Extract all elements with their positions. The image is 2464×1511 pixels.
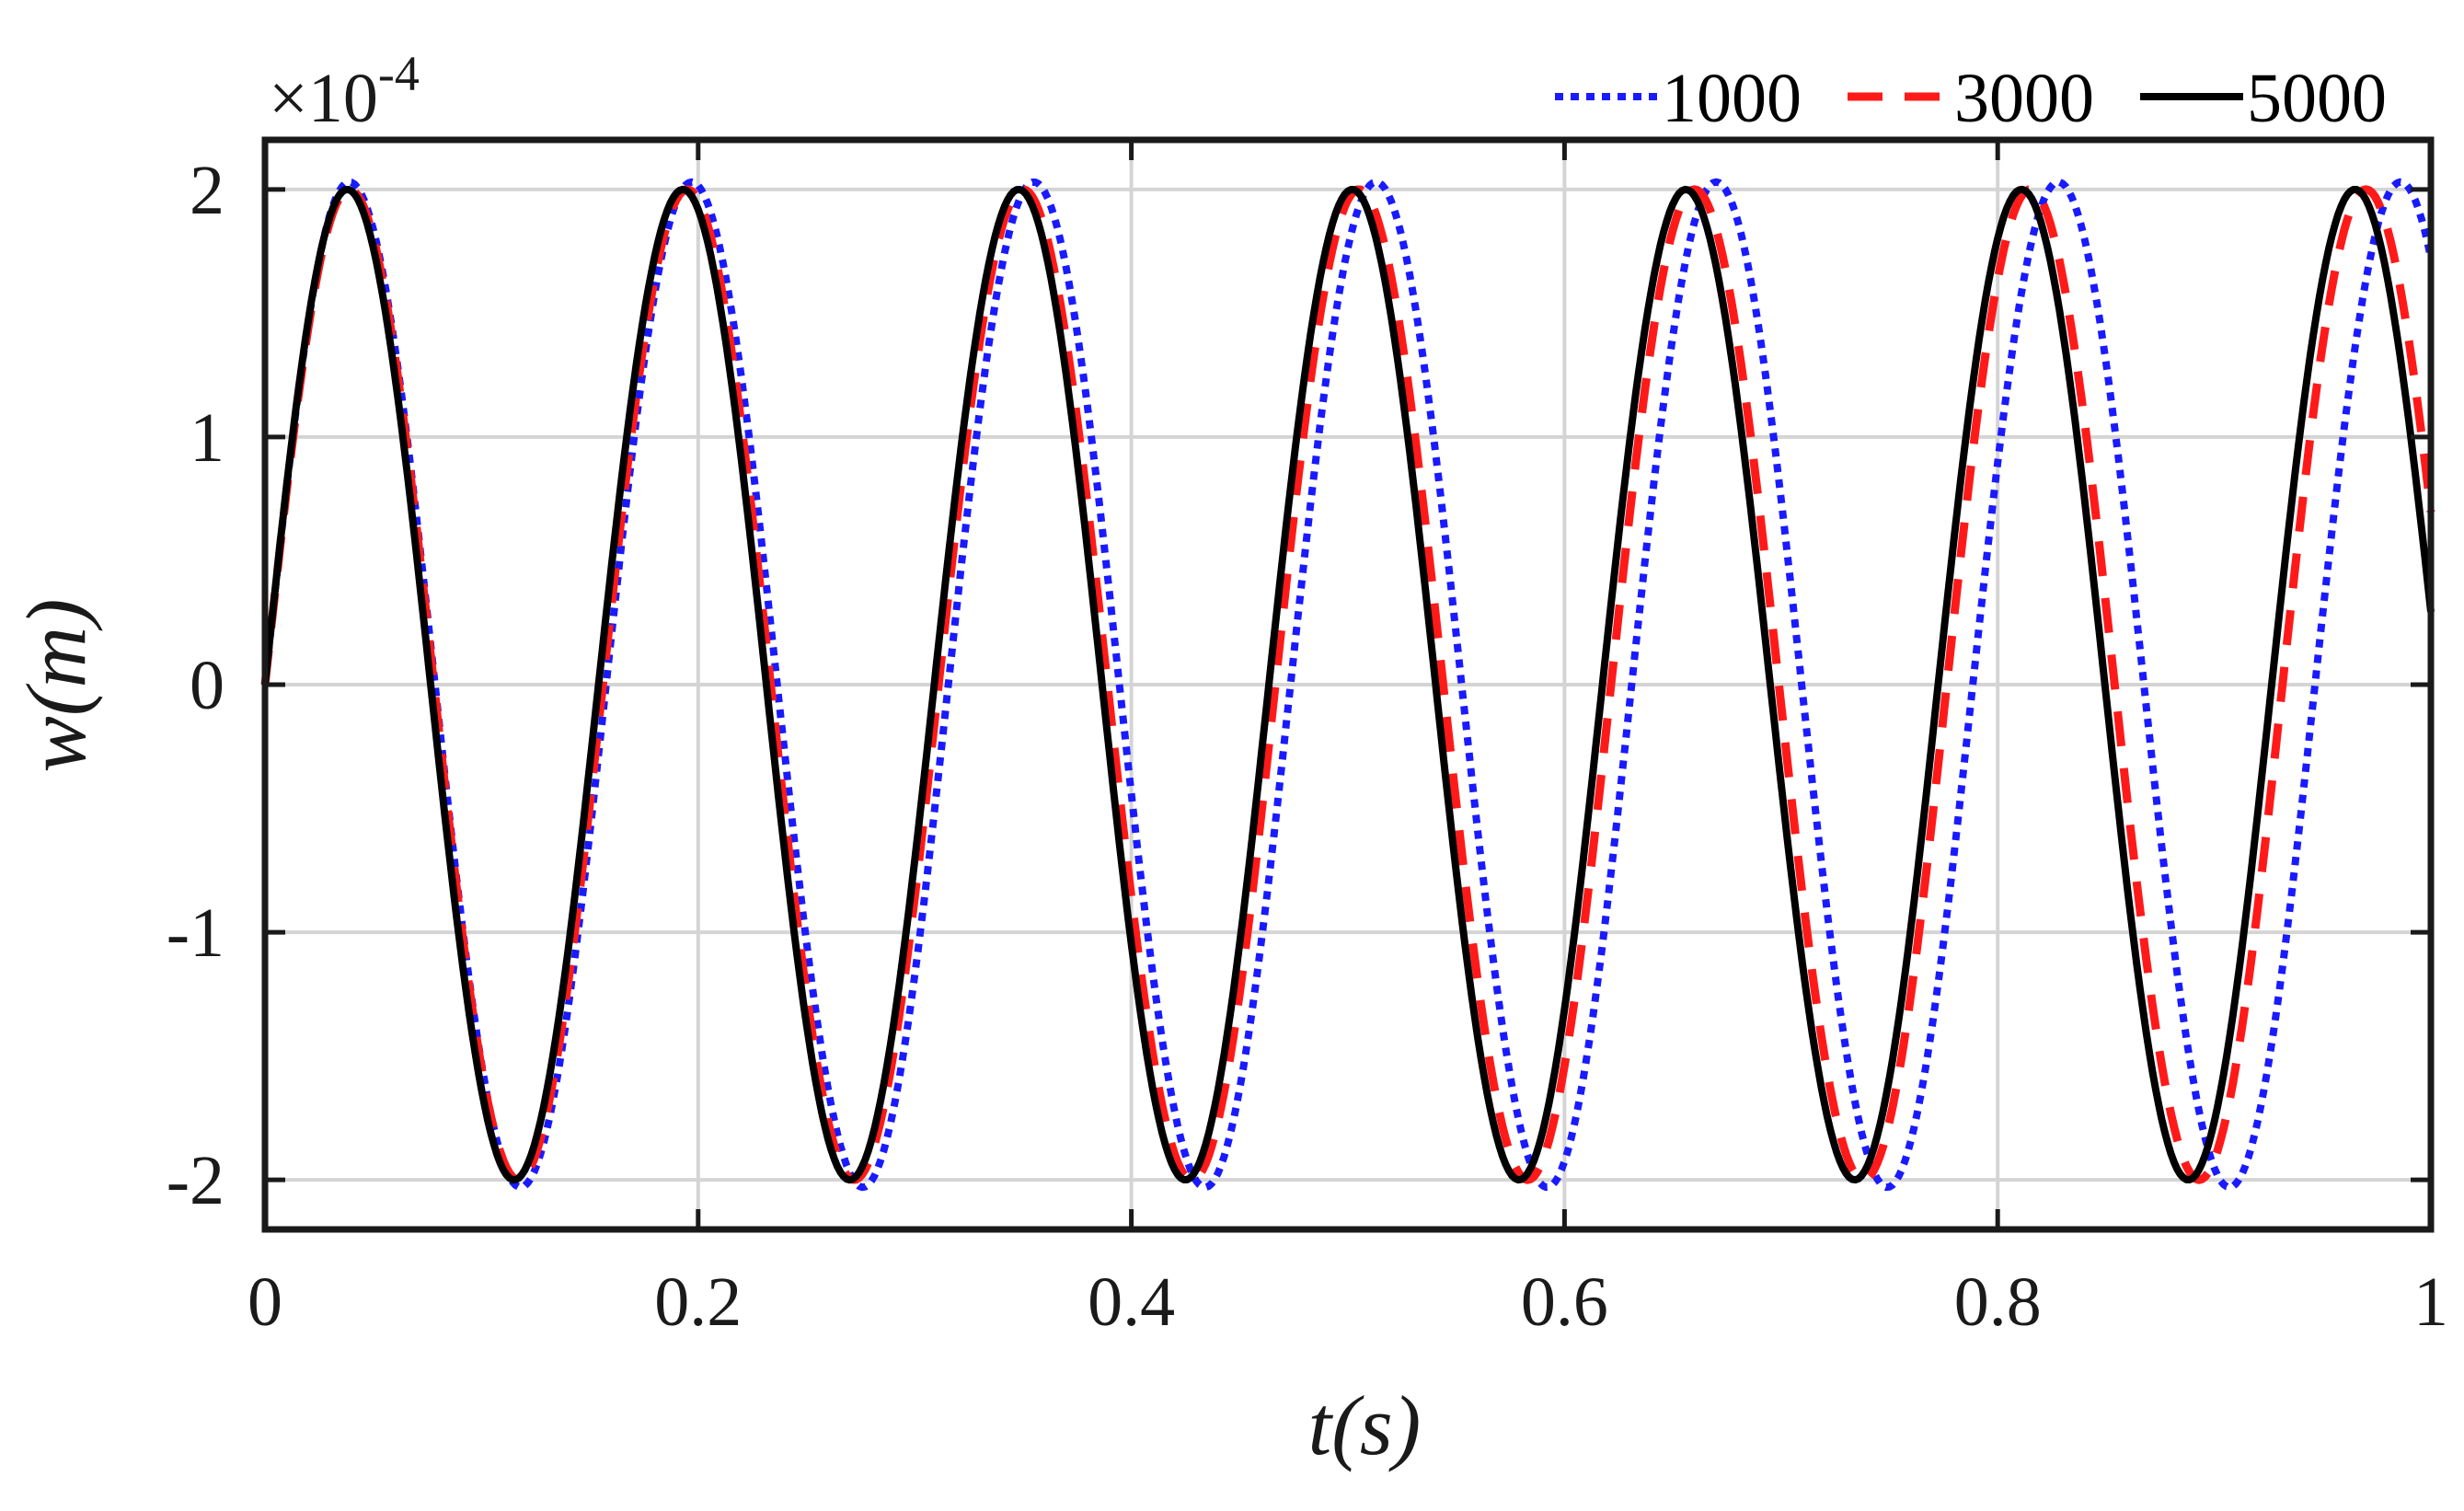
multiplier-exponent: -4 (378, 46, 420, 101)
legend: 1000 3000 5000 (1555, 60, 2387, 137)
y-axis-label: w(m) (9, 598, 103, 772)
x-tick-label: 1 (2413, 1263, 2448, 1341)
series-line-5000 (261, 185, 2435, 1184)
grid (265, 140, 2431, 1229)
y-tick-label: 0 (190, 647, 225, 724)
y-tick-label: -1 (167, 894, 225, 972)
x-tick-label: 0.8 (1954, 1263, 2042, 1341)
x-axis-label: t(s) (1308, 1378, 1422, 1472)
legend-label-3000: 3000 (1954, 60, 2094, 137)
x-tick-label: 0.6 (1521, 1263, 1608, 1341)
tick-labels: 0 0.2 0.4 0.6 0.8 1 2 1 0 -1 -2 (167, 152, 2448, 1341)
x-tick-label: 0 (248, 1263, 282, 1341)
x-tick-label: 0.4 (1088, 1263, 1175, 1341)
series-line-1000 (261, 178, 2435, 1192)
y-axis-multiplier: ×10-4 (269, 46, 420, 137)
y-tick-label: 1 (190, 399, 225, 477)
multiplier-base: ×10 (269, 60, 378, 137)
plot-lines (260, 178, 2435, 1192)
x-tick-label: 0.2 (654, 1263, 742, 1341)
y-tick-label: 2 (190, 152, 225, 229)
y-tick-label: -2 (167, 1142, 225, 1219)
axis-ticks (262, 140, 2434, 1229)
legend-label-5000: 5000 (2247, 60, 2387, 137)
legend-label-1000: 1000 (1662, 60, 1802, 137)
series-line-3000 (260, 185, 2435, 1184)
